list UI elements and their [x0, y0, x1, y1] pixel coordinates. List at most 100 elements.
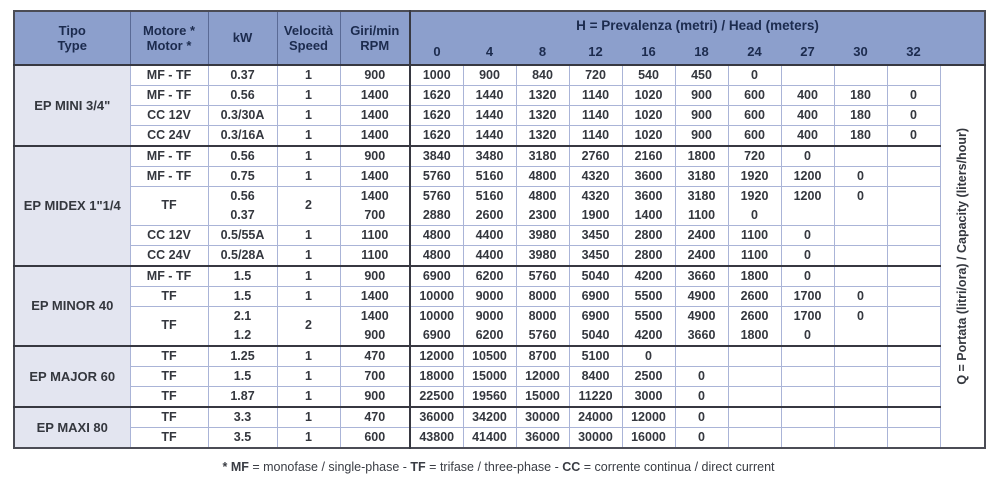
q-value-cell: 24000	[569, 406, 623, 428]
q-value-cell: 0	[781, 225, 835, 246]
q-value-cell	[887, 366, 941, 387]
q-value-cell: 3600	[622, 186, 676, 206]
speed-cell: 1	[277, 245, 341, 266]
head-title-bold: H	[576, 18, 586, 33]
q-value-cell: 9000	[463, 286, 517, 307]
q-value-cell: 22500	[410, 386, 464, 407]
q-value-cell: 3840	[410, 145, 464, 167]
rpm-cell: 700	[340, 206, 411, 226]
head-value-4: 4	[463, 39, 516, 66]
q-value-cell: 6900	[410, 326, 464, 346]
rpm-cell: 1100	[340, 225, 411, 246]
section-type-cell: EP MAXI 80	[14, 406, 131, 448]
head-value-blank	[940, 39, 985, 66]
q-value-cell	[834, 145, 888, 167]
q-value-cell: 1100	[675, 206, 729, 226]
q-value-cell: 1200	[781, 166, 835, 187]
section-type-cell: EP MINI 3/4"	[14, 64, 131, 146]
kw-cell: 0.75	[208, 166, 278, 187]
q-value-cell: 0	[781, 145, 835, 167]
q-value-cell: 36000	[516, 427, 570, 448]
kw-cell: 1.2	[208, 326, 278, 346]
rpm-cell: 1400	[340, 125, 411, 146]
kw-cell: 0.56	[208, 145, 278, 167]
q-value-cell: 1020	[622, 125, 676, 146]
q-value-cell: 3180	[516, 145, 570, 167]
q-axis-label: Q = Portata (litri/ora) / Capacity (lite…	[939, 64, 985, 448]
q-value-cell	[834, 366, 888, 387]
speed-cell: 1	[277, 64, 341, 86]
col-header-speed-line1: Velocità	[283, 22, 334, 38]
rpm-cell: 1100	[340, 245, 411, 266]
q-value-cell: 4800	[516, 166, 570, 187]
q-value-cell: 1800	[675, 145, 729, 167]
motor-cell: TF	[130, 345, 209, 367]
rpm-cell: 700	[340, 366, 411, 387]
speed-cell: 1	[277, 145, 341, 167]
table-row: EP MINI 3/4" MF - TF 0.37 1 900 1000 900 840 720…	[14, 64, 985, 448]
col-header-kw: kW	[208, 11, 278, 66]
motor-cell: CC 24V	[130, 245, 209, 266]
q-value-cell: 1400	[622, 206, 676, 226]
q-value-cell: 1900	[569, 206, 623, 226]
q-value-cell: 600	[728, 85, 782, 106]
q-value-cell: 4320	[569, 186, 623, 206]
q-value-cell	[781, 64, 835, 86]
section-type-cell: EP MAJOR 60	[14, 345, 131, 407]
rpm-cell: 470	[340, 406, 411, 428]
speed-cell: 1	[277, 265, 341, 287]
q-value-cell	[887, 166, 941, 187]
q-value-cell: 0	[887, 85, 941, 106]
table-row: CC 12V 0.5/55A 1 1100 4800 4400 3980 3450 2800 24…	[14, 225, 985, 246]
table-row: 1.2 900 6900 6200 5760 5040 4200 3660 1800 0	[14, 326, 985, 346]
kw-cell: 1.5	[208, 286, 278, 307]
q-value-cell: 1800	[728, 326, 782, 346]
rpm-cell: 900	[340, 386, 411, 407]
q-value-cell	[728, 427, 782, 448]
q-value-cell: 5160	[463, 166, 517, 187]
q-value-cell: 1320	[516, 85, 570, 106]
q-value-cell: 0	[675, 386, 729, 407]
q-value-cell: 4800	[410, 245, 464, 266]
q-value-cell: 1100	[728, 225, 782, 246]
q-value-cell: 2800	[622, 225, 676, 246]
q-value-cell: 1440	[463, 105, 517, 126]
kw-cell: 0.56	[208, 186, 278, 206]
q-value-cell: 840	[516, 64, 570, 86]
q-value-cell: 1800	[728, 265, 782, 287]
q-value-cell: 3660	[675, 326, 729, 346]
head-value-16: 16	[622, 39, 675, 66]
kw-cell: 0.5/55A	[208, 225, 278, 246]
q-value-cell: 3980	[516, 225, 570, 246]
motor-cell: MF - TF	[130, 265, 209, 287]
rpm-cell: 470	[340, 345, 411, 367]
table-row: TF 2.1 2 1400 10000 9000 8000 6900 5500 4900 2600 1…	[14, 306, 985, 346]
q-value-cell: 8700	[516, 345, 570, 367]
q-value-cell: 5760	[410, 186, 464, 206]
motor-cell: CC 12V	[130, 105, 209, 126]
q-value-cell: 5040	[569, 326, 623, 346]
q-value-cell: 1140	[569, 125, 623, 146]
q-value-cell: 3450	[569, 245, 623, 266]
q-value-cell: 43800	[410, 427, 464, 448]
rpm-cell: 900	[340, 64, 411, 86]
q-value-cell: 6900	[569, 306, 623, 326]
q-value-cell: 5160	[463, 186, 517, 206]
q-value-cell	[887, 286, 941, 307]
motor-cell: CC 12V	[130, 225, 209, 246]
q-value-cell	[834, 64, 888, 86]
rpm-cell: 1400	[340, 186, 411, 206]
footnote-abbrev: TF	[410, 460, 430, 474]
rpm-cell: 1400	[340, 105, 411, 126]
pump-spec-table: Tipo Type Motore * Motor * kW Velocità S…	[13, 10, 986, 449]
head-value-0: 0	[410, 39, 463, 66]
col-header-speed-line2: Speed	[288, 38, 328, 53]
footnote-text: = trifase / three-phase -	[429, 460, 563, 474]
q-value-cell: 1440	[463, 85, 517, 106]
q-value-cell: 720	[569, 64, 623, 86]
q-value-cell	[781, 386, 835, 407]
q-value-cell: 2760	[569, 145, 623, 167]
head-value-12: 12	[569, 39, 622, 66]
q-value-cell: 5760	[516, 326, 570, 346]
speed-cell: 1	[277, 125, 341, 146]
